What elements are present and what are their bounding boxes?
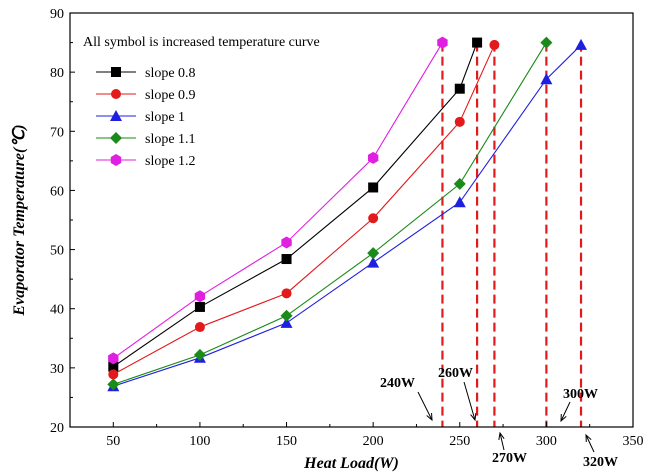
data-point	[454, 116, 465, 127]
data-point	[281, 236, 292, 249]
legend-label: slope 1.1	[145, 132, 196, 147]
series-line	[112, 42, 478, 368]
data-point	[367, 151, 379, 164]
data-point	[472, 37, 483, 48]
annotation-label: 270W	[492, 451, 527, 466]
y-tick-label: 50	[50, 244, 64, 259]
data-point	[454, 83, 465, 94]
legend-marker	[110, 110, 122, 121]
data-point	[194, 290, 206, 303]
data-point	[437, 36, 448, 49]
data-point	[368, 213, 379, 224]
annotation-arrowhead	[426, 412, 433, 422]
x-tick-label: 50	[106, 434, 120, 449]
annotation-arrowhead	[585, 433, 592, 443]
legend: All symbol is increased temperature curv…	[83, 35, 320, 169]
y-tick-label: 80	[50, 66, 64, 81]
x-axis-title: Heat Load(W)	[303, 455, 399, 472]
annotations: 240W 260W 270W 300W 320W	[380, 366, 618, 470]
annotation-label: 260W	[438, 366, 473, 381]
data-point	[453, 177, 466, 190]
x-tick-label: 350	[623, 434, 644, 449]
y-tick-label: 90	[50, 7, 64, 22]
annotation-arrow	[560, 401, 571, 422]
legend-label: slope 1.2	[145, 154, 196, 169]
annotation-arrow	[417, 391, 433, 421]
x-tick-label: 100	[189, 434, 210, 449]
y-axis-title: Evaporator Temperature(℃)	[11, 124, 28, 316]
x-tick-label: 300	[536, 434, 557, 449]
data-point	[367, 256, 380, 268]
series-line	[113, 42, 547, 385]
series-slope-1-1	[107, 36, 553, 391]
data-point	[193, 348, 206, 361]
series-slope-0-8	[108, 37, 483, 372]
legend-marker	[111, 89, 121, 99]
annotation-arrow	[463, 381, 476, 421]
x-tick-label: 150	[276, 434, 297, 449]
x-tick-label: 200	[363, 434, 384, 449]
legend-label: slope 1	[145, 110, 185, 125]
y-tick-label: 20	[50, 421, 64, 436]
annotation-arrowhead	[470, 412, 477, 422]
legend-marker	[111, 67, 121, 77]
data-point	[107, 378, 120, 391]
y-tick-label: 40	[50, 303, 64, 318]
data-point	[281, 254, 292, 265]
series-group	[107, 36, 588, 392]
y-axis-ticks: 20 30 40 50 60 70 80 90	[50, 7, 75, 436]
y-tick-label: 70	[50, 125, 64, 140]
data-point	[368, 182, 379, 193]
series-line	[113, 44, 495, 375]
data-point	[280, 316, 293, 328]
legend-label: slope 0.8	[145, 66, 196, 81]
legend-marker	[110, 154, 122, 166]
limit-lines	[441, 42, 583, 427]
annotation-label: 240W	[380, 376, 415, 391]
data-point	[281, 288, 292, 299]
data-point	[108, 369, 119, 380]
annotation-arrow	[499, 432, 505, 451]
data-point	[453, 196, 466, 208]
annotation-arrow	[585, 434, 595, 453]
annotation-label: 300W	[563, 387, 598, 402]
data-point	[540, 36, 553, 49]
legend-note: All symbol is increased temperature curv…	[83, 35, 320, 50]
data-point	[540, 73, 553, 85]
annotation-arrowhead	[560, 413, 567, 423]
data-point	[108, 352, 119, 365]
data-point	[367, 247, 380, 260]
data-point	[194, 322, 205, 333]
y-tick-label: 60	[50, 184, 64, 199]
series-slope-1-2	[108, 36, 448, 365]
x-tick-label: 250	[449, 434, 470, 449]
legend-marker	[110, 132, 122, 144]
series-slope-0-9	[108, 39, 500, 380]
data-point	[280, 309, 293, 322]
x-axis-ticks: 50 100 150 200 250 300 350	[69, 422, 644, 449]
y-tick-label: 30	[50, 362, 64, 377]
data-point	[575, 38, 588, 50]
data-point	[194, 301, 205, 312]
data-point	[489, 39, 500, 50]
annotation-arrowhead	[498, 431, 505, 440]
data-point	[108, 361, 119, 372]
annotation-label: 320W	[583, 455, 618, 470]
legend-label: slope 0.9	[145, 88, 196, 103]
